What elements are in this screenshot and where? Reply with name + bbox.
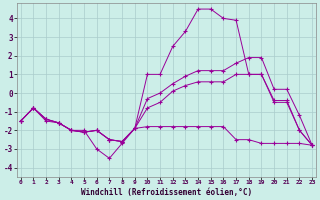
X-axis label: Windchill (Refroidissement éolien,°C): Windchill (Refroidissement éolien,°C) — [81, 188, 252, 197]
